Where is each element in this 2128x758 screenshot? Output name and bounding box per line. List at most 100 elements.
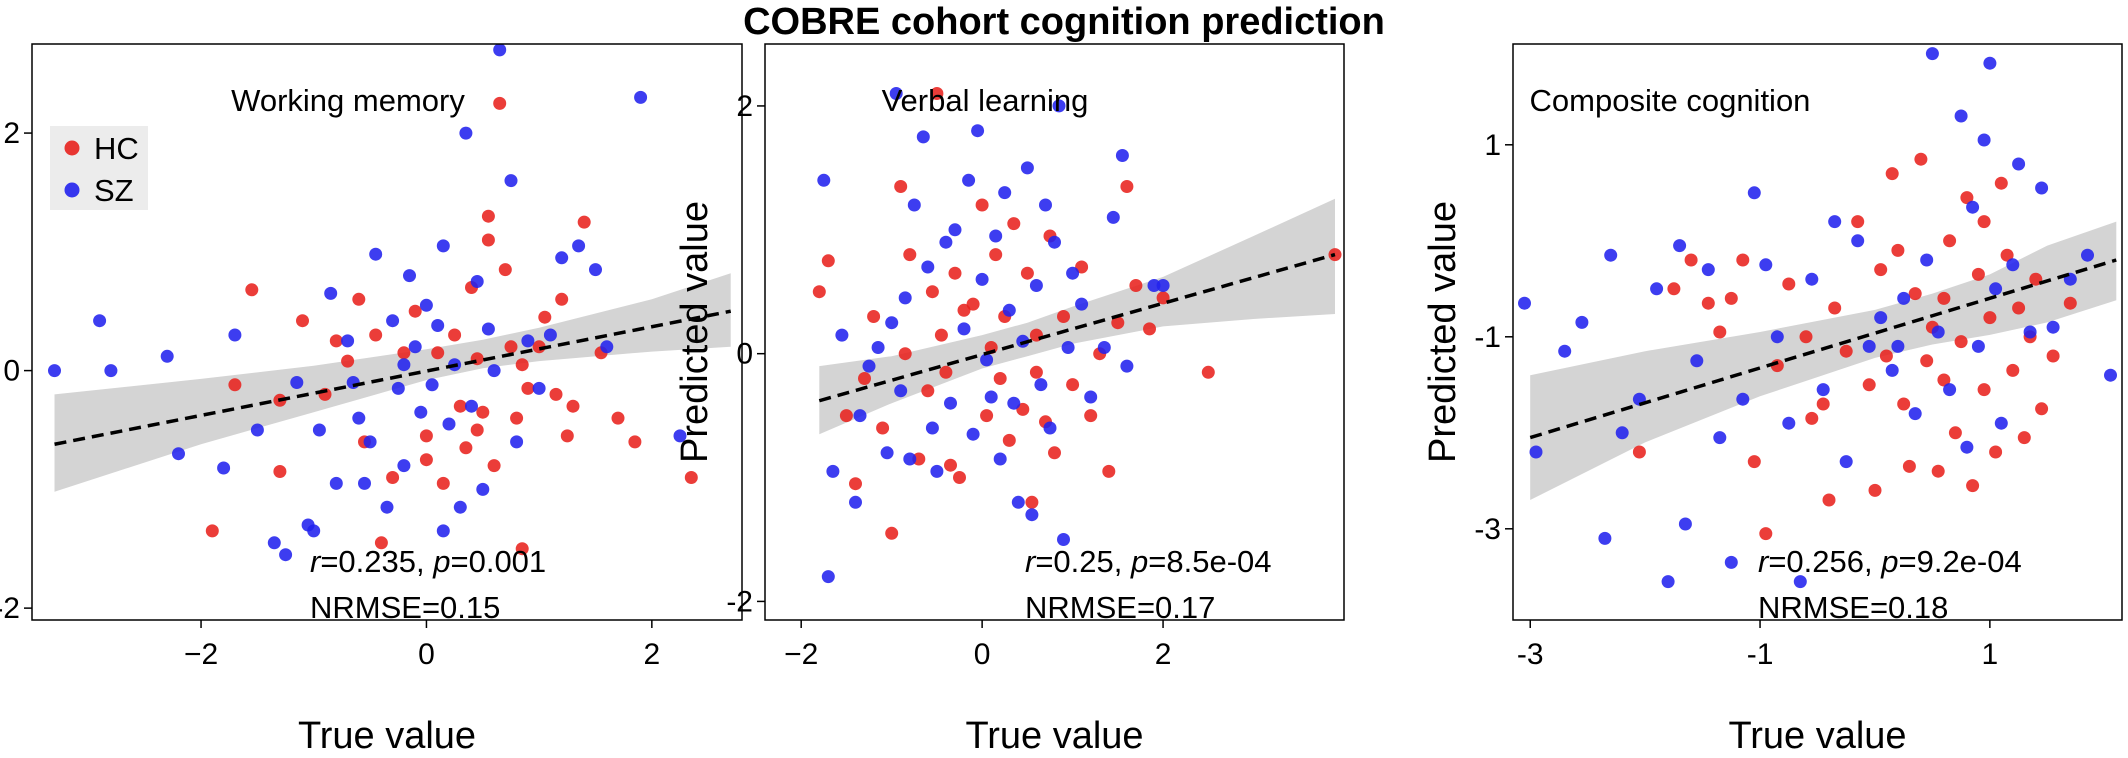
data-point-hc	[2063, 296, 2077, 310]
data-point-sz	[2012, 157, 2026, 171]
data-point-sz	[543, 328, 557, 342]
data-point-sz	[419, 298, 433, 312]
data-point-sz	[2035, 181, 2049, 195]
data-point-hc	[1983, 311, 1997, 325]
data-point-sz	[817, 173, 831, 187]
data-point-hc	[894, 180, 908, 193]
stat-r-value: =0.256,	[1768, 544, 1881, 579]
data-point-sz	[1147, 279, 1161, 292]
data-point-sz	[369, 247, 383, 261]
data-point-hc	[419, 453, 433, 467]
data-point-hc	[1007, 217, 1021, 231]
data-point-hc	[1025, 495, 1039, 509]
data-point-hc	[273, 465, 287, 478]
data-point-hc	[1977, 383, 1991, 397]
data-point-hc	[1931, 464, 1945, 478]
data-point-sz	[1120, 359, 1134, 373]
data-point-hc	[2017, 431, 2031, 445]
data-point-sz	[835, 328, 849, 342]
data-point-sz	[436, 524, 450, 538]
data-point-sz	[436, 239, 450, 253]
data-point-sz	[1043, 421, 1057, 435]
data-point-hc	[1129, 279, 1143, 292]
data-point-hc	[1002, 433, 1016, 447]
data-point-hc	[1111, 316, 1125, 330]
data-point-hc	[1816, 397, 1830, 411]
stat-p-value: =9.2e-04	[1898, 544, 2021, 579]
data-point-sz	[921, 260, 935, 274]
data-point-hc	[1891, 243, 1905, 257]
data-point-hc	[930, 87, 944, 100]
stat-p-symbol: p	[432, 544, 450, 579]
data-point-sz	[1029, 279, 1043, 292]
data-point-sz	[966, 427, 980, 441]
confidence-band	[1530, 221, 2117, 500]
data-point-hc	[538, 310, 552, 324]
data-point-hc	[2012, 301, 2026, 315]
data-point-hc	[1839, 344, 1853, 358]
data-point-sz	[414, 405, 428, 419]
data-point-hc	[944, 458, 957, 472]
y-tick-label: 2	[3, 117, 20, 150]
y-tick-label: 2	[736, 90, 753, 123]
data-point-hc	[925, 285, 939, 299]
data-point-hc	[1084, 409, 1098, 423]
data-point-hc	[1724, 291, 1738, 305]
data-point-sz	[984, 390, 998, 404]
data-point-hc	[1822, 493, 1836, 507]
data-point-sz	[898, 291, 912, 305]
data-point-sz	[1816, 383, 1830, 397]
data-point-sz	[1039, 198, 1052, 212]
plot-area	[48, 44, 732, 562]
data-point-hc	[1701, 296, 1715, 310]
stat-p-symbol: p	[1880, 544, 1898, 579]
data-point-sz	[903, 452, 917, 466]
data-point-sz	[930, 464, 944, 478]
data-point-hc	[1879, 349, 1893, 363]
data-point-sz	[1690, 354, 1704, 368]
data-point-sz	[907, 198, 921, 212]
data-point-hc	[1937, 373, 1951, 387]
data-point-hc	[628, 435, 642, 449]
data-point-sz	[1874, 311, 1888, 325]
panel-frame	[31, 43, 743, 621]
data-point-hc	[1977, 215, 1991, 229]
data-point-sz	[532, 381, 546, 395]
data-point-sz	[1994, 416, 2008, 430]
data-point-sz	[386, 314, 400, 328]
data-point-sz	[1954, 109, 1968, 123]
data-point-sz	[1678, 517, 1692, 531]
data-point-hc	[939, 365, 953, 379]
data-point-hc	[684, 471, 698, 484]
data-point-sz	[1020, 161, 1034, 175]
stat-p-value: =8.5e-04	[1148, 544, 1271, 579]
data-point-sz	[821, 570, 835, 584]
data-point-sz	[1025, 508, 1039, 522]
data-point-hc	[453, 399, 467, 413]
stat-r-symbol: r	[1025, 544, 1037, 579]
data-point-sz	[217, 461, 231, 475]
data-point-sz	[1084, 390, 1098, 404]
data-point-sz	[1518, 296, 1531, 310]
data-point-hc	[1120, 180, 1134, 193]
data-point-sz	[962, 173, 976, 187]
y-tick-label: 1	[1484, 129, 1501, 162]
data-point-sz	[1960, 440, 1974, 454]
stat-p-value: =0.001	[450, 544, 546, 579]
x-tick-label: −2	[184, 638, 218, 671]
data-point-sz	[48, 364, 61, 378]
data-point-sz	[948, 223, 962, 237]
data-point-sz	[459, 126, 473, 140]
panel-title: Working memory	[231, 83, 465, 118]
data-point-sz	[1862, 339, 1876, 353]
data-point-hc	[885, 526, 899, 540]
legend-label-hc: HC	[94, 131, 139, 166]
data-point-sz	[329, 476, 343, 490]
data-point-hc	[555, 292, 569, 306]
data-point-hc	[1868, 483, 1882, 497]
panel-working-memory: −2 0 2 -2 0 2 True value Working memory r=0.235,…	[0, 43, 743, 757]
data-point-hc	[1954, 335, 1968, 349]
data-point-hc	[934, 328, 948, 342]
data-point-sz	[1977, 133, 1991, 147]
